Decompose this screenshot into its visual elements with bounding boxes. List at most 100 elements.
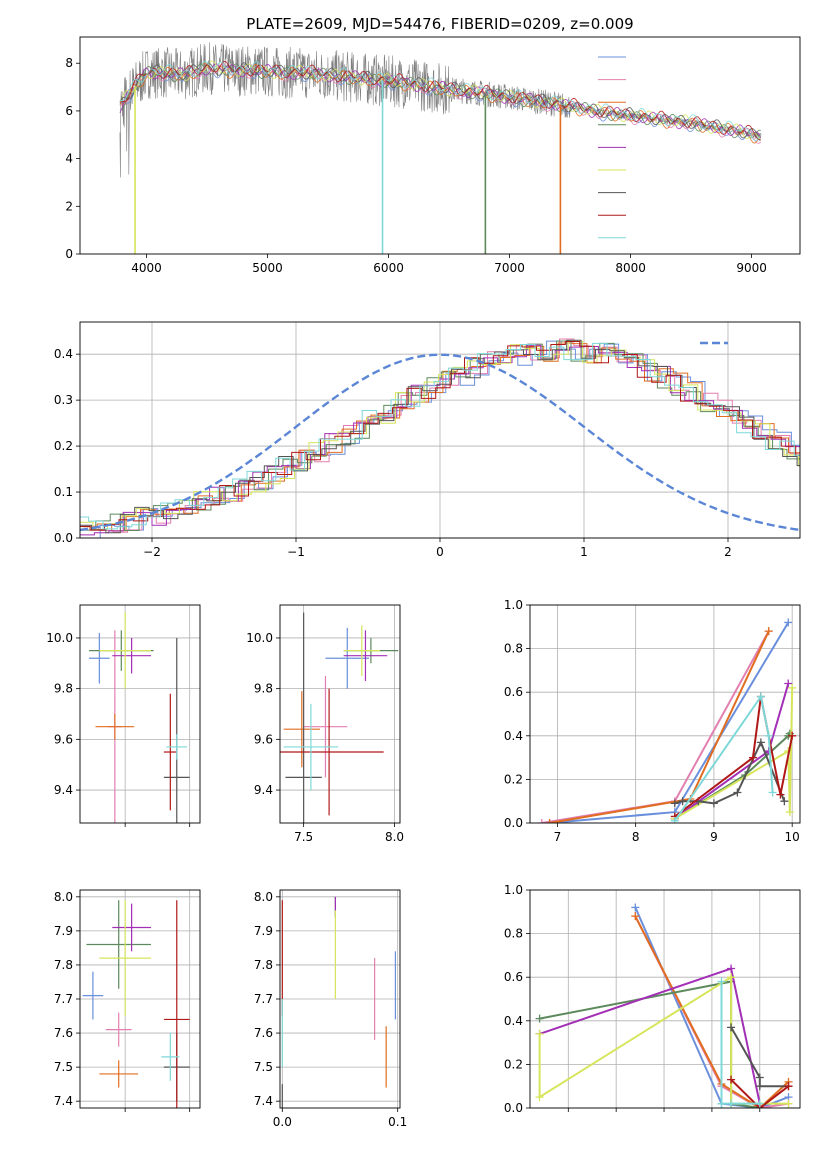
legend — [598, 56, 626, 239]
mass-weight-marker — [768, 788, 777, 797]
y-tick-label: 9.4 — [254, 783, 273, 797]
age-vs-mass-weight-panel: 7 8 9 10 0.0 0.2 0.4 0.6 0.8 1.0 — [504, 598, 801, 844]
y-tick-label: 8 — [65, 56, 73, 70]
axes-frame — [79, 321, 801, 539]
axes-frame — [529, 889, 801, 1109]
histogram-series-6 — [80, 339, 800, 534]
axes-frame — [279, 889, 401, 1109]
mass-weight-marker — [535, 1093, 544, 1102]
mass-weight-marker — [756, 692, 765, 701]
y-tick-label: 6 — [65, 104, 73, 118]
mass-weight-marker — [727, 973, 736, 982]
gaussian-curve — [80, 353, 800, 532]
axes-frame — [79, 889, 201, 1109]
mass-weight-marker — [717, 977, 726, 986]
axes-frame — [279, 604, 401, 824]
histogram-series-2 — [82, 342, 800, 532]
y-tick-label: 0.0 — [504, 1101, 523, 1115]
mass-weight-marker — [755, 1082, 764, 1091]
x-tick-label: −2 — [143, 545, 161, 559]
z-vs-mass-weight-panel: 0.0 0.2 0.4 0.6 0.8 1.0 — [504, 883, 801, 1115]
y-tick-label: 7.6 — [54, 1026, 73, 1040]
x-tick-label: 4000 — [131, 261, 162, 275]
mass-weight-marker — [670, 816, 679, 823]
x-tick-label: 6000 — [373, 261, 404, 275]
plot-area — [537, 618, 797, 823]
mass-weight-marker — [756, 738, 765, 747]
mass-weight-line — [549, 621, 790, 823]
y-tick-label: 0.0 — [54, 531, 73, 545]
histogram-series-8 — [80, 342, 800, 530]
y-tick-label: 4 — [65, 152, 73, 166]
x-tick-label: 0 — [436, 545, 444, 559]
y-tick-label: 7.5 — [254, 1060, 273, 1074]
y-tick-label: 9.6 — [254, 732, 273, 746]
mass-weight-marker — [631, 912, 640, 921]
y-tick-label: 10.0 — [246, 631, 273, 645]
z-vs-age-panel: 9.4 9.6 9.8 10.0 — [46, 604, 201, 827]
mass-weight-line — [634, 915, 790, 1108]
y-tick-label: 7.4 — [54, 1094, 73, 1108]
mass-weight-marker — [784, 1099, 793, 1108]
mass-weight-marker — [733, 788, 742, 797]
mass-weight-line — [730, 1026, 789, 1088]
y-tick-label: 2 — [65, 199, 73, 213]
y-tick-label: 0.2 — [504, 1057, 523, 1071]
y-tick-label: 9.6 — [54, 732, 73, 746]
mass-weight-marker — [670, 799, 679, 808]
mass-weight-marker — [678, 797, 687, 806]
y-tick-label: 0.1 — [54, 485, 73, 499]
y-tick-label: 9.8 — [54, 682, 73, 696]
y-tick-label: 10.0 — [46, 631, 73, 645]
y-tick-label: 7.9 — [54, 924, 73, 938]
mass-weight-marker — [788, 731, 797, 740]
x-tick-label: 2 — [724, 545, 732, 559]
plot-area — [82, 900, 190, 1108]
x-tick-label: 8 — [632, 830, 640, 844]
z-vs-mass-panel: 7.4 7.5 7.6 7.7 7.8 7.9 8.0 — [54, 889, 201, 1112]
plot-area — [119, 42, 762, 254]
mass-weight-marker — [727, 1023, 736, 1032]
y-tick-label: 9.8 — [254, 682, 273, 696]
mass-weight-marker — [755, 1073, 764, 1082]
y-tick-label: 7.4 — [254, 1094, 273, 1108]
model-spectrum-7 — [119, 60, 762, 140]
plot-area — [535, 903, 793, 1108]
mass-vs-age-panel: 7.5 8.0 9.4 9.6 9.8 10.0 — [246, 604, 404, 844]
mass-weight-marker — [727, 1075, 736, 1084]
plot-area — [281, 896, 396, 1108]
x-tick-label: 0.0 — [273, 1115, 292, 1129]
model-spectrum-6 — [119, 62, 761, 139]
y-tick-label: 7.8 — [254, 958, 273, 972]
y-tick-label: 0.6 — [504, 685, 523, 699]
ebv-vs-mass-panel: 0.0 0.1 7.4 7.5 7.6 7.7 7.8 7.9 8.0 — [254, 889, 407, 1129]
mass-weight-marker — [784, 1082, 793, 1091]
y-tick-label: 7.5 — [54, 1060, 73, 1074]
figure-title: PLATE=2609, MJD=54476, FIBERID=0209, z=0… — [246, 15, 633, 33]
y-tick-label: 0.2 — [54, 439, 73, 453]
mass-weight-line — [673, 694, 774, 822]
mass-weight-line — [720, 981, 760, 1105]
y-tick-label: 9.4 — [54, 783, 73, 797]
x-tick-label: 7000 — [494, 261, 525, 275]
mass-weight-marker — [727, 964, 736, 973]
histogram-series-0 — [85, 340, 800, 538]
histogram-series-5 — [80, 340, 800, 530]
observed-spectrum — [119, 42, 762, 178]
y-tick-label: 0.8 — [504, 927, 523, 941]
x-tick-label: 10 — [785, 830, 800, 844]
plot-area — [280, 612, 399, 823]
plot-area — [80, 338, 800, 538]
y-tick-label: 7.9 — [254, 924, 273, 938]
mass-weight-marker — [545, 819, 554, 823]
x-tick-label: −1 — [287, 545, 305, 559]
mass-weight-marker — [537, 819, 546, 823]
y-tick-label: 7.8 — [54, 958, 73, 972]
mass-weight-marker — [535, 1014, 544, 1023]
mass-weight-marker — [631, 903, 640, 912]
axes-frame — [79, 36, 801, 255]
y-tick-label: 0 — [65, 247, 73, 261]
y-tick-label: 8.0 — [54, 890, 73, 904]
mass-weight-line — [730, 1078, 790, 1108]
